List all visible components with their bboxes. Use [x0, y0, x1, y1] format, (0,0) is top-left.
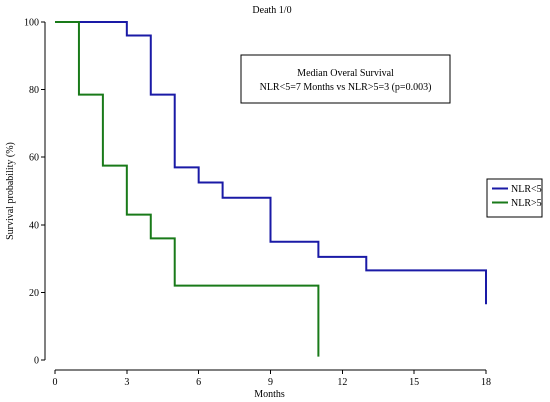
y-tick-label: 100 — [24, 18, 39, 29]
x-tick-label: 0 — [53, 377, 58, 388]
y-axis-title: Survival probability (%) — [5, 142, 16, 240]
y-tick-label: 40 — [29, 220, 39, 231]
series-line-nlr-5-gt5 — [55, 21, 320, 357]
annotation-box — [240, 54, 451, 104]
legend-label: NLR<5 — [511, 184, 542, 195]
text-layer: 0 3 6 9 12 15 18 0 20 40 60 80 100 Months Survival pro… — [5, 5, 491, 400]
x-tick-label: 12 — [337, 377, 347, 388]
legend-box — [486, 178, 543, 218]
y-tick-label: 60 — [29, 153, 39, 164]
axes — [41, 21, 487, 374]
x-axis-title: Months — [254, 389, 285, 400]
x-tick-label: 6 — [196, 377, 201, 388]
y-tick-label: 0 — [34, 356, 39, 367]
x-tick-label: 15 — [409, 377, 419, 388]
x-tick-label: 9 — [268, 377, 273, 388]
annotation-line-2: NLR<5=7 Months vs NLR>5=3 (p=0.003) — [260, 82, 432, 93]
x-tick-label: 3 — [124, 377, 129, 388]
annotation: Median Overal Survival NLR<5=7 Months vs … — [240, 54, 451, 104]
series-line-nlr-5-lt5 — [55, 21, 487, 305]
annotation-line-1: Median Overal Survival — [297, 68, 394, 79]
y-tick-label: 20 — [29, 288, 39, 299]
x-tick-label: 18 — [481, 377, 491, 388]
y-tick-label: 80 — [29, 85, 39, 96]
legend-label: NLR>5 — [511, 198, 542, 209]
legend: NLR<5 NLR>5 — [486, 178, 543, 218]
chart-title: Death 1/0 — [252, 5, 291, 16]
series-layer — [55, 21, 487, 357]
